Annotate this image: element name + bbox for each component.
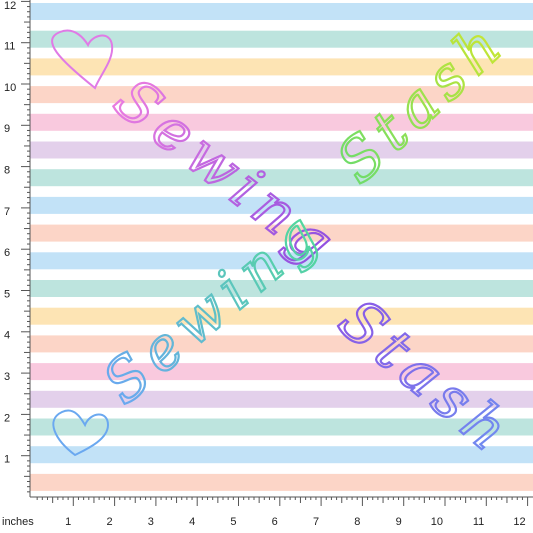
ruler-label: 5 [4,288,10,300]
stripe [25,252,533,270]
stripe [25,280,533,297]
ruler-label: 11 [473,516,484,528]
ruler-label: 8 [354,516,360,528]
stripe [25,335,533,353]
ruler-label: 1 [65,516,71,528]
bottom-ruler [0,497,533,533]
ruler-label: 7 [4,206,10,218]
stripe [25,446,533,464]
stripe [25,113,533,131]
stripe [25,58,533,76]
stripe [25,30,533,48]
ruler-label: 2 [106,516,112,528]
ruler-label: 12 [513,516,525,528]
stripes [25,3,533,491]
ruler-label: 10 [431,516,443,528]
ruler-label: 6 [272,516,278,528]
ruler-label: 10 [4,82,16,94]
stripe [25,196,533,214]
ruler-label: 9 [4,123,10,135]
ruler-label: 3 [4,371,10,383]
stripe [25,3,533,20]
ruler-label: 11 [4,41,15,53]
stripe [25,141,533,159]
heart [52,409,110,457]
stripe [25,418,533,436]
stripe [25,473,533,491]
stripe [25,86,533,104]
ruler-label: 1 [4,454,10,466]
stripe [25,224,533,242]
ruler-label: 6 [4,247,10,259]
ruler-label: 4 [4,330,10,342]
ruler-label: 12 [4,0,16,12]
ruler-label: 8 [4,165,10,177]
ruler-label: 4 [189,516,195,528]
ruler-unit: inches [2,516,34,528]
stripe [25,169,533,187]
stripe [25,307,533,325]
heart [51,29,114,90]
ruler-label: 5 [230,516,236,528]
ruler-label: 2 [4,412,10,424]
ruler-label: 7 [313,516,319,528]
ruler-label: 3 [148,516,154,528]
stripe [25,363,533,381]
stripe [25,390,533,408]
ruler-label: 9 [396,516,402,528]
